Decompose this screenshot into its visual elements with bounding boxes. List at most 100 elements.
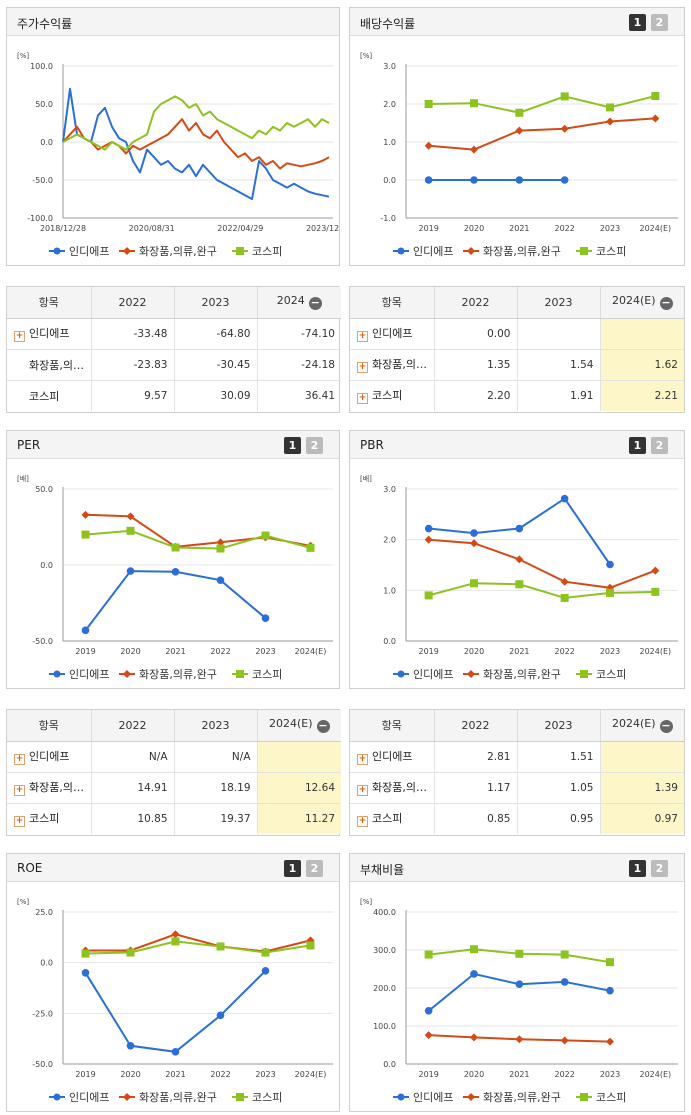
header-label: 2024(E) (611, 294, 656, 308)
header-label: 2024(E) (611, 717, 656, 731)
collapse-minus-icon[interactable]: − (659, 296, 673, 311)
page-2-button[interactable]: 2 (651, 860, 668, 877)
page-2-button[interactable]: 2 (306, 860, 323, 877)
header-label: 2023 (201, 295, 230, 309)
table-cell: 30.09 (173, 379, 257, 411)
collapse-minus-icon[interactable]: − (316, 719, 330, 734)
y-tick-label: 50.0 (35, 100, 53, 109)
expand-plus-icon[interactable]: + (14, 331, 25, 342)
column-header-year: 2023 (516, 710, 600, 742)
data-point-circle (216, 1011, 225, 1020)
y-tick-label: 400.0 (373, 908, 396, 917)
expand-plus-icon[interactable]: + (357, 816, 368, 828)
data-point-diamond (560, 577, 569, 586)
table-row: 화장품,의… -23.83 -30.45 -24.18 (7, 348, 341, 380)
y-tick-label: 0.0 (40, 561, 53, 570)
expand-plus-icon[interactable]: + (357, 331, 368, 342)
y-tick-label: -100.0 (27, 214, 53, 223)
legend-marker (397, 670, 405, 678)
table-cell: 2.20 (433, 379, 517, 411)
y-tick-label: -1.0 (380, 214, 396, 223)
legend-label: 코스피 (596, 1091, 626, 1104)
row-label: + 인디에프 (7, 317, 91, 349)
table-cell: 1.54 (516, 348, 600, 380)
y-tick-label: 25.0 (35, 908, 53, 917)
data-point-circle (470, 529, 478, 537)
column-header-item: 항목 (350, 710, 434, 742)
data-point-square (424, 591, 433, 600)
data-point-diamond (470, 145, 478, 154)
row-name: 화장품,의… (29, 358, 84, 372)
table-cell: 9.57 (90, 379, 174, 411)
table-cell: 19.37 (173, 802, 257, 834)
header-label: 2022 (118, 718, 147, 732)
legend-label: 화장품,의류,완구 (139, 1091, 217, 1104)
expand-plus-icon[interactable]: + (14, 754, 25, 765)
per-chart: [배] 50.0 0.0 -50.0 2019 2020 2021 2022 2023 2024(… (17, 474, 333, 681)
data-point-square (261, 531, 270, 540)
table-cell: 14.91 (90, 771, 174, 803)
panel-title: PBR (360, 438, 384, 452)
page-1-button[interactable]: 1 (629, 437, 646, 454)
data-point-square (515, 949, 524, 958)
data-point-circle (81, 626, 90, 635)
expand-plus-icon[interactable]: + (14, 785, 25, 796)
x-tick-label: 2019 (418, 224, 438, 233)
series-line (84, 570, 267, 632)
data-point-circle (560, 494, 569, 503)
y-axis-unit: [배] (17, 474, 29, 483)
expand-plus-icon[interactable]: + (357, 393, 368, 405)
x-tick-label: 2022 (210, 647, 230, 656)
x-tick-label: 2020 (464, 647, 484, 656)
row-label: + 코스피 (350, 802, 434, 834)
data-point-diamond (606, 117, 614, 126)
per-table: 항목 2022 2023 2024(E) − + 인디에프 N/A N/A + 화장품,의… 14.9… (6, 709, 341, 836)
data-point-square (560, 950, 569, 959)
panel-header: 배당수익률 1 2 (350, 8, 684, 36)
row-name: 인디에프 (29, 327, 70, 340)
expand-plus-icon[interactable]: + (357, 785, 368, 796)
data-point-square (126, 526, 135, 535)
series-line (428, 582, 656, 599)
row-name: 코스피 (372, 389, 403, 403)
pbr-panel: PBR 1 2 [배] 3.0 2.0 1.0 0.0 2019 2020 2021 2022 2… (349, 430, 685, 689)
roe-chart: [%] 25.0 0.0 -25.0 -50.0 2019 2020 2021 2022 2023… (17, 898, 333, 1104)
page-1-button[interactable]: 1 (284, 860, 301, 877)
page-2-button[interactable]: 2 (651, 437, 668, 454)
data-point-diamond (651, 566, 660, 575)
legend-marker (53, 1093, 61, 1101)
dividend-yield-panel: 배당수익률 1 2 [%] 3.0 2.0 1.0 0.0 -1.0 2019 2020 202… (349, 7, 685, 266)
page-1-button[interactable]: 1 (629, 14, 646, 31)
column-header-item: 항목 (7, 287, 91, 319)
collapse-minus-icon[interactable]: − (659, 719, 673, 734)
y-tick-label: -50.0 (32, 1060, 53, 1069)
page-1-button[interactable]: 1 (629, 860, 646, 877)
expand-plus-icon[interactable]: + (14, 816, 25, 828)
expand-plus-icon[interactable]: + (357, 362, 368, 373)
data-point-circle (171, 1048, 180, 1056)
legend-label: 인디에프 (413, 1091, 453, 1104)
series-line (62, 95, 330, 151)
table-row: + 코스피 10.85 19.37 11.27 (7, 802, 341, 834)
data-point-square (261, 948, 270, 957)
data-point-square (515, 108, 524, 117)
legend-marker (123, 247, 131, 255)
panel-header: 주가수익률 (7, 8, 339, 36)
page-2-button[interactable]: 2 (651, 14, 668, 31)
stock-return-panel: 주가수익률 [%] 100.0 50.0 0.0 -50.0 -100.0 2018/12/… (6, 7, 340, 266)
page-1-button[interactable]: 1 (284, 437, 301, 454)
x-tick-label: 2019 (418, 647, 438, 656)
table-cell: 0.97 (599, 802, 684, 834)
legend-marker (467, 1093, 475, 1101)
y-tick-label: 1.0 (383, 586, 396, 595)
table-row: + 인디에프 0.00 (350, 317, 684, 349)
table-cell: 1.17 (433, 771, 517, 803)
panel-title: 부채비율 (360, 863, 405, 877)
expand-plus-icon[interactable]: + (357, 754, 368, 765)
header-label: 2024(E) (268, 717, 313, 731)
collapse-minus-icon[interactable]: − (308, 296, 322, 311)
data-point-square (606, 103, 614, 112)
legend-marker (53, 670, 61, 678)
page-2-button[interactable]: 2 (306, 437, 323, 454)
panel-header: PER 1 2 (7, 431, 339, 459)
